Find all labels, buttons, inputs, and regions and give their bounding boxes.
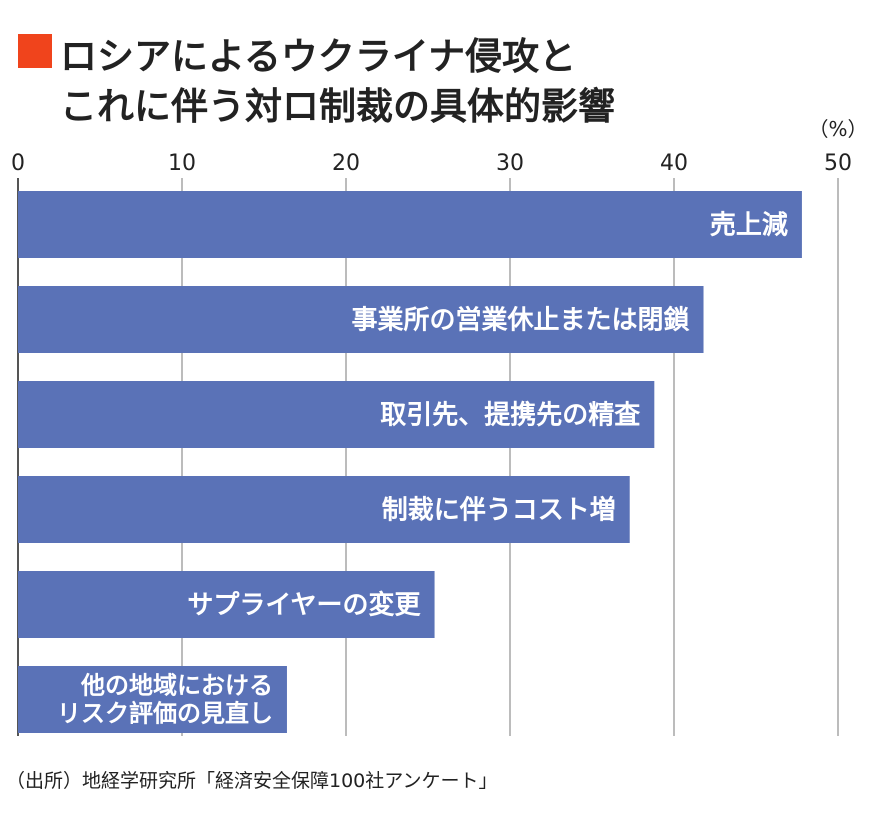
bar-5 [18,666,287,733]
bar-label-1: 事業所の営業休止または閉鎖 [352,305,690,336]
bar-2 [18,381,655,448]
bar-3 [18,476,630,543]
unit-label: （%） [808,117,867,141]
tick-label-30: 30 [496,151,524,176]
bar-label-3: 制裁に伴うコスト増 [382,496,616,526]
bar-4 [18,571,435,638]
bar-label-5: 他の地域におけるリスク評価の見直し [57,672,273,728]
bar-0 [18,191,802,258]
bar-label-4: サプライヤーの変更 [187,590,421,621]
title-line-2: これに伴う対ロ制裁の具体的影響 [60,85,615,128]
tick-label-10: 10 [168,151,196,176]
bar-labels: 売上減事業所の営業休止または閉鎖取引先、提携先の精査制裁に伴うコスト増サプライヤ… [57,211,788,728]
tick-labels: 0 10 20 30 40 50 [11,151,852,176]
bars [18,191,802,733]
bar-1 [18,286,704,353]
title-marker-square [18,34,52,68]
tick-label-20: 20 [332,151,360,176]
title-line-1: ロシアによるウクライナ侵攻と [60,35,577,78]
tick-label-40: 40 [660,151,688,176]
tick-label-0: 0 [11,151,25,176]
bar-label-0: 売上減 [710,211,788,241]
source-note: （出所）地経学研究所「経済安全保障100社アンケート」 [6,770,498,792]
bar-label-2: 取引先、提携先の精査 [380,400,640,431]
gridlines [17,178,839,736]
tick-label-50: 50 [824,151,852,176]
